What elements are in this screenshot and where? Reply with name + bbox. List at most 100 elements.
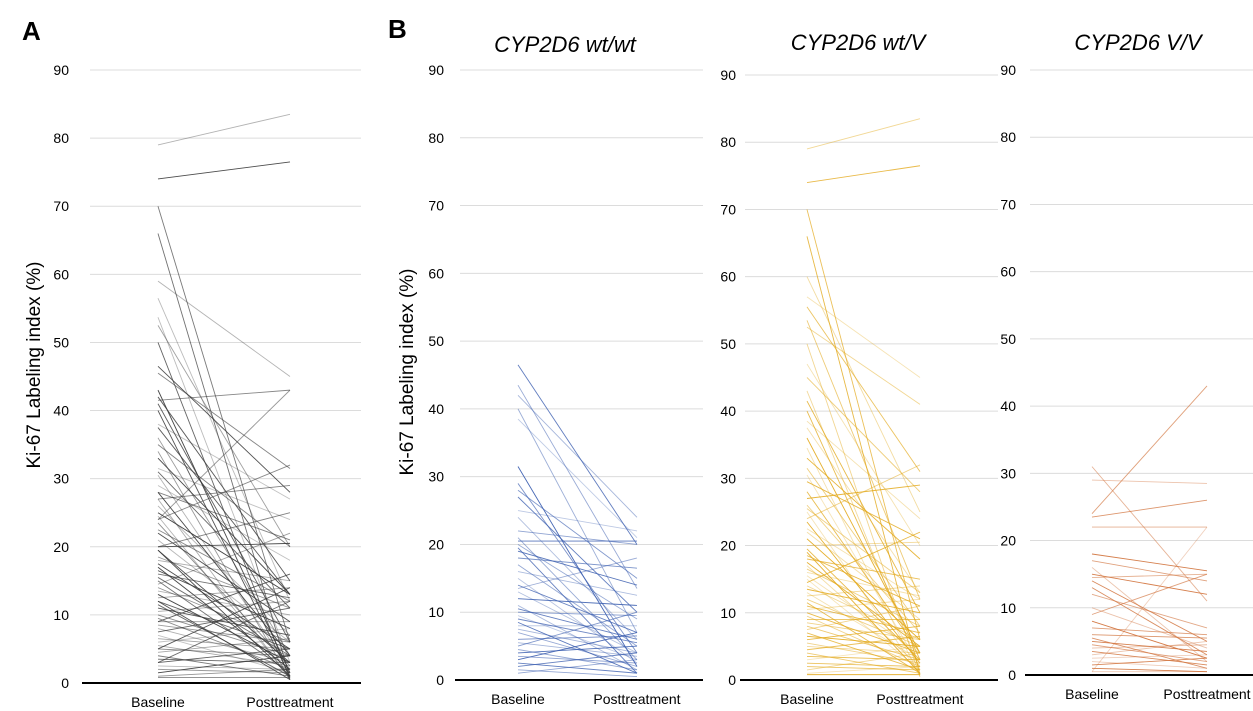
series-line: [1091, 499, 1208, 518]
x-category-label: Posttreatment: [876, 691, 963, 707]
y-tick-label: 10: [428, 604, 444, 620]
x-category-label: Baseline: [131, 694, 185, 710]
series-line: [1091, 587, 1208, 656]
series-line: [806, 551, 921, 674]
series-line: [806, 481, 921, 540]
y-tick-label: 50: [428, 333, 444, 349]
series-line: [806, 538, 921, 641]
series-line: [157, 372, 291, 469]
y-axis-label: Ki-67 Labeling index (%): [397, 268, 418, 475]
series-line: [517, 659, 638, 674]
series-line: [806, 645, 921, 661]
series-line: [157, 587, 291, 643]
series-line: [806, 474, 921, 667]
series-line: [806, 320, 921, 600]
series-line: [157, 492, 291, 657]
y-tick-label: 90: [428, 62, 444, 78]
series-line: [517, 466, 638, 667]
y-tick-label: 40: [428, 401, 444, 417]
series-line: [157, 437, 291, 656]
charts-container: 0 10 20 30 40 50 60 70 80 90 Baseline Posttreatment…: [24, 30, 1253, 710]
y-tick-label: 10: [720, 605, 736, 621]
y-tick-label: 90: [53, 62, 69, 78]
series-line: [157, 233, 291, 678]
series-line: [806, 568, 921, 627]
y-tick-label: 80: [1000, 129, 1016, 145]
series-line: [517, 645, 638, 654]
series-line: [1091, 573, 1208, 578]
series-line: [806, 165, 921, 184]
series-line: [1091, 620, 1208, 659]
series-line: [517, 496, 638, 613]
y-tick-label: 20: [53, 539, 69, 555]
series-line: [806, 363, 921, 546]
series-line: [157, 471, 291, 609]
series-line: [806, 565, 921, 667]
series-line: [806, 541, 921, 547]
series-line: [157, 600, 291, 680]
series-line: [517, 510, 638, 532]
y-tick-label: 40: [1000, 398, 1016, 414]
x-category-label: Baseline: [491, 691, 545, 707]
y-tick-label: 40: [53, 403, 69, 419]
panel-label-b: B: [388, 14, 407, 44]
y-tick-label: 40: [720, 403, 736, 419]
y-tick-label: 0: [1008, 667, 1016, 683]
y-tick-label: 60: [1000, 264, 1016, 280]
series-line: [806, 296, 921, 378]
y-tick-label: 20: [1000, 533, 1016, 549]
series-line: [1091, 560, 1208, 582]
series-line: [806, 585, 921, 641]
series-line: [806, 437, 921, 654]
series-line: [806, 592, 921, 661]
series-line: [157, 638, 291, 650]
series-line: [517, 632, 638, 661]
y-tick-label: 10: [53, 607, 69, 623]
series-line: [157, 161, 291, 180]
series-line: [157, 423, 291, 500]
y-tick-label: 0: [61, 675, 69, 691]
y-tick-label: 70: [1000, 196, 1016, 212]
series-line: [517, 384, 638, 589]
series-line: [806, 662, 921, 668]
series-line: [806, 326, 921, 405]
series-line: [806, 635, 921, 651]
series-line: [517, 550, 638, 586]
series-line: [517, 611, 638, 647]
series-line: [1091, 627, 1208, 636]
series-line: [1091, 667, 1208, 673]
series-line: [1091, 661, 1208, 669]
series-line: [1091, 654, 1208, 659]
y-tick-label: 0: [728, 672, 736, 688]
y-tick-label: 50: [1000, 331, 1016, 347]
series-line: [157, 573, 291, 623]
series-line: [806, 457, 921, 560]
series-line: [157, 457, 291, 595]
series-line: [517, 608, 638, 640]
series-line: [806, 652, 921, 674]
y-tick-label: 60: [53, 266, 69, 282]
series-line: [517, 517, 638, 640]
series-line: [806, 642, 921, 664]
series-line: [806, 598, 921, 610]
series-line: [1091, 567, 1208, 662]
series-line: [157, 468, 291, 520]
series-line: [806, 585, 921, 597]
series-line: [157, 577, 291, 657]
series-line: [157, 389, 291, 401]
series-line: [157, 464, 291, 520]
series-line: [157, 600, 291, 612]
series-line: [517, 408, 638, 633]
series-line: [157, 113, 291, 146]
series-line: [517, 489, 638, 579]
series-line: [806, 464, 921, 520]
series-line: [517, 611, 638, 617]
series-line: [157, 655, 291, 674]
series-line: [1091, 479, 1208, 484]
chart-title: CYP2D6 wt/wt: [494, 32, 637, 57]
series-line: [806, 561, 921, 647]
y-tick-label: 30: [720, 470, 736, 486]
chart-panel-3: 0 10 20 30 40 50 60 70 80 90 Baseline Posttreatment…: [1000, 30, 1253, 702]
series-line: [157, 444, 291, 548]
